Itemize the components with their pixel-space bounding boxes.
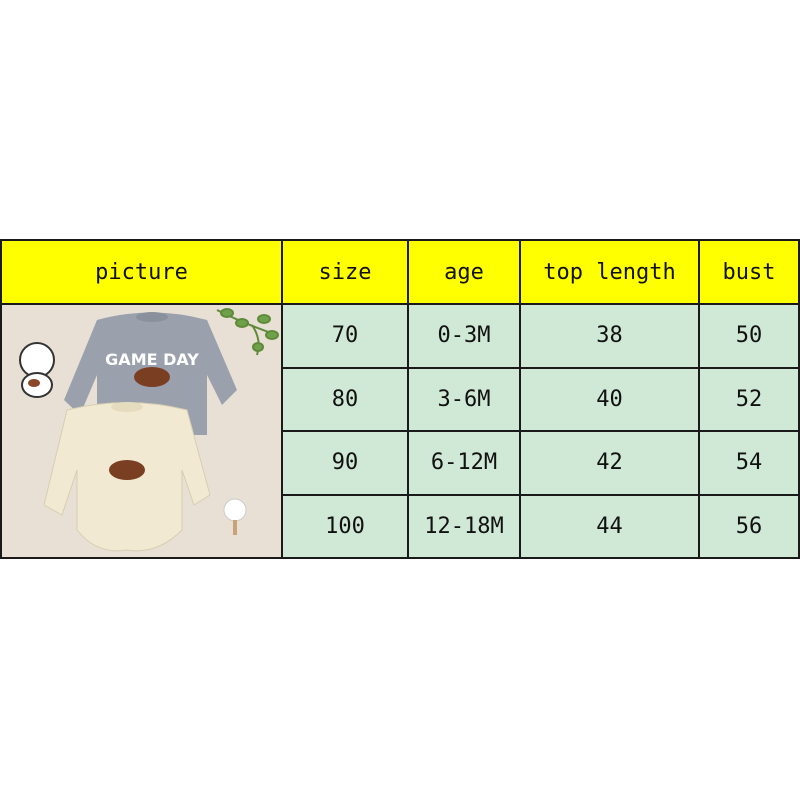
cell-top-length: 38 — [519, 303, 700, 369]
table-row: GAME DAY 70 0-3M 38 50 — [0, 303, 800, 559]
cell-bust: 54 — [698, 430, 800, 496]
table-row: 100 12-18M 44 56 — [1, 493, 800, 559]
header-top-length: top length — [519, 239, 700, 305]
header-size: size — [281, 239, 409, 305]
helmet-sticker-icon — [19, 342, 55, 398]
ball-toy-icon — [223, 498, 247, 535]
header-age: age — [407, 239, 521, 305]
svg-text:GAME DAY: GAME DAY — [105, 350, 199, 369]
product-picture: GAME DAY — [0, 303, 283, 559]
cell-size: 100 — [281, 493, 409, 559]
cell-top-length: 40 — [519, 366, 700, 432]
cell-bust: 50 — [698, 303, 800, 369]
cell-bust: 52 — [698, 366, 800, 432]
cell-size: 80 — [281, 366, 409, 432]
cell-bust: 56 — [698, 493, 800, 559]
cell-size: 90 — [281, 430, 409, 496]
header-picture: picture — [0, 239, 283, 305]
header-bust: bust — [698, 239, 800, 305]
cell-top-length: 42 — [519, 430, 700, 496]
cell-top-length: 44 — [519, 493, 700, 559]
table-row: 90 6-12M 42 54 — [1, 430, 800, 496]
cell-size: 70 — [281, 303, 409, 369]
table-row: 80 3-6M 40 52 — [1, 366, 800, 432]
cell-age: 6-12M — [407, 430, 521, 496]
romper-image: GAME DAY — [2, 305, 281, 557]
cream-romper — [43, 402, 211, 552]
plant-icon — [216, 308, 279, 356]
cell-age: 3-6M — [407, 366, 521, 432]
cell-age: 12-18M — [407, 493, 521, 559]
header-row: picture size age top length bust — [0, 239, 800, 305]
size-chart-table: picture size age top length bust — [0, 239, 800, 559]
cell-age: 0-3M — [407, 303, 521, 369]
